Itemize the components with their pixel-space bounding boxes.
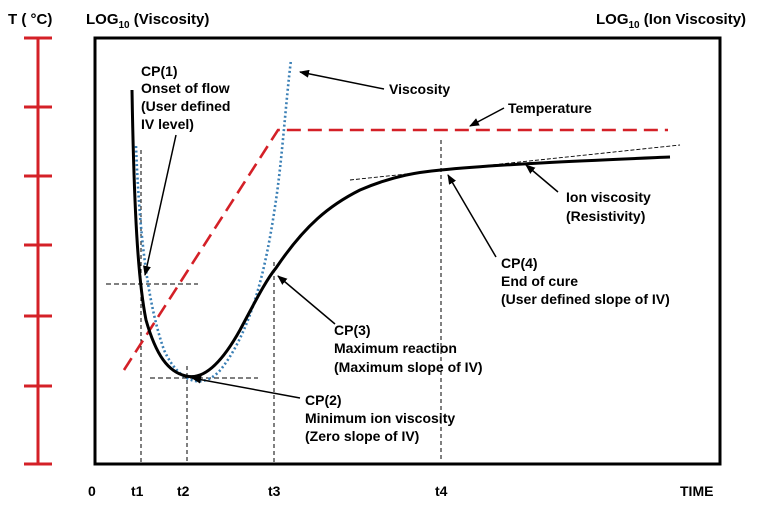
cp3-annotation: CP(3) Maximum reaction (Maximum slope of… <box>334 322 483 375</box>
x-tick-t4: t4 <box>435 483 448 499</box>
cp1-annotation: CP(1) Onset of flow (User defined IV lev… <box>141 63 230 132</box>
svg-text:Minimum ion viscosity: Minimum ion viscosity <box>305 410 455 426</box>
svg-text:(User defined: (User defined <box>141 98 230 114</box>
temperature-axis-title: T ( °C) <box>8 11 52 28</box>
svg-text:(Maximum slope of IV): (Maximum slope of IV) <box>334 359 483 375</box>
temperature-label: Temperature <box>508 100 592 116</box>
ion-viscosity-label: Ion viscosity (Resistivity) <box>566 189 651 224</box>
plot-frame <box>93 36 722 466</box>
ion-viscosity-axis-title: LOG10 (Ion Viscosity) <box>596 11 746 31</box>
svg-text:CP(3): CP(3) <box>334 322 371 338</box>
svg-text:(Zero slope of IV): (Zero slope of IV) <box>305 428 419 444</box>
time-markers <box>140 140 442 462</box>
x-tick-t3: t3 <box>268 483 281 499</box>
svg-text:(Resistivity): (Resistivity) <box>566 208 645 224</box>
viscosity-axis-title: LOG10 (Viscosity) <box>86 11 209 31</box>
svg-text:Ion viscosity: Ion viscosity <box>566 189 651 205</box>
svg-text:CP(2): CP(2) <box>305 392 342 408</box>
x-tick-t2: t2 <box>177 483 190 499</box>
temperature-curve <box>122 128 668 371</box>
svg-text:(User defined slope of IV): (User defined slope of IV) <box>501 291 670 307</box>
svg-text:IV level): IV level) <box>141 116 194 132</box>
temperature-scale <box>24 36 52 466</box>
viscosity-label: Viscosity <box>389 81 450 97</box>
annotation-arrows <box>143 69 559 399</box>
svg-text:Onset of flow: Onset of flow <box>141 80 230 96</box>
cp4-annotation: CP(4) End of cure (User defined slope of… <box>501 255 670 307</box>
svg-text:End of cure: End of cure <box>501 273 578 289</box>
x-axis-title: TIME <box>680 483 713 499</box>
x-tick-t1: t1 <box>131 483 144 499</box>
cp2-annotation: CP(2) Minimum ion viscosity (Zero slope … <box>305 392 455 444</box>
svg-text:Maximum reaction: Maximum reaction <box>334 340 457 356</box>
svg-text:CP(4): CP(4) <box>501 255 538 271</box>
ion-viscosity-curve <box>130 89 671 379</box>
svg-text:CP(1): CP(1) <box>141 63 178 79</box>
x-axis-origin: 0 <box>88 483 96 499</box>
